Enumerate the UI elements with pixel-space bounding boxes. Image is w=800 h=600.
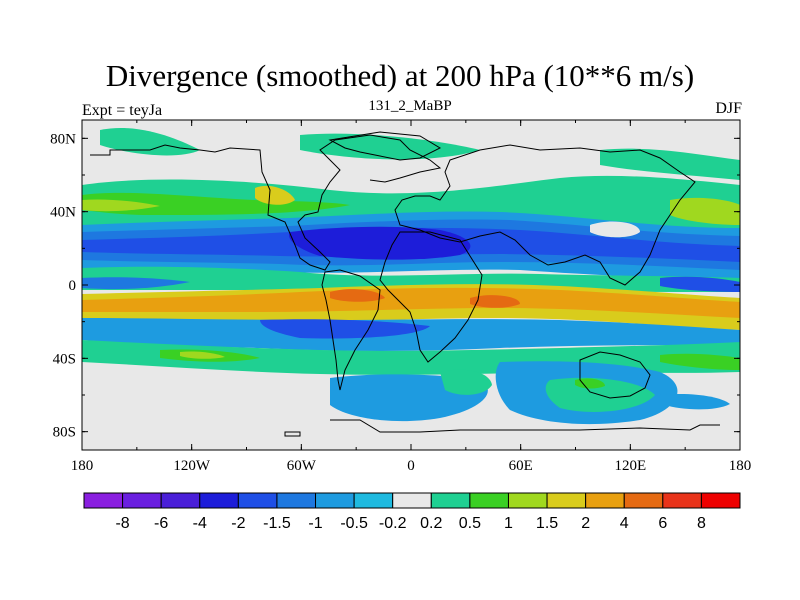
colorbar-swatch bbox=[469, 492, 509, 509]
contour-nh-mid-yellow-west bbox=[255, 185, 295, 205]
axis-labels: 180 120W 60W 0 60E 120E 180 80N 40N 0 40S 80S bbox=[50, 131, 751, 474]
colorbar-label: 8 bbox=[697, 515, 706, 532]
y-tick-label: 80S bbox=[53, 425, 76, 441]
contour-nh-mid-lime bbox=[82, 199, 160, 212]
colorbar-swatch bbox=[662, 492, 702, 509]
colorbar-label: -1.5 bbox=[263, 515, 291, 532]
colorbar-label: -0.5 bbox=[340, 515, 368, 532]
colorbar-swatch bbox=[623, 492, 664, 509]
contour-eq-green bbox=[82, 266, 740, 292]
y-tick-label: 0 bbox=[69, 278, 77, 294]
outline-greenland bbox=[328, 131, 442, 161]
colorbar-label: 4 bbox=[620, 515, 629, 532]
chart-title: Divergence (smoothed) at 200 hPa (10**6 … bbox=[105, 58, 695, 93]
colorbar-swatch bbox=[507, 492, 548, 509]
outline-antarctica bbox=[284, 419, 720, 437]
colorbar-label: -8 bbox=[115, 515, 129, 532]
colorbar-label: -4 bbox=[193, 515, 207, 532]
contour-sh-red-spot1 bbox=[330, 289, 385, 302]
y-tick-label: 80N bbox=[50, 131, 76, 147]
colorbar-swatch bbox=[353, 492, 394, 509]
outline-africa bbox=[379, 231, 483, 363]
contour-nh-white-patch bbox=[590, 221, 640, 238]
x-tick-label: 180 bbox=[729, 458, 752, 474]
colorbar-swatch bbox=[315, 492, 355, 509]
colorbar-swatch bbox=[237, 492, 278, 509]
colorbar-swatch bbox=[430, 492, 471, 509]
x-tick-label: 60E bbox=[509, 458, 533, 474]
outline-south-america bbox=[321, 269, 381, 391]
continent-outlines bbox=[90, 131, 720, 437]
case-label: 131_2_MaBP bbox=[368, 98, 452, 114]
contour-sh-red-spot2 bbox=[470, 295, 520, 308]
x-tick-label: 60W bbox=[287, 458, 317, 474]
contour-sh-darker-blue bbox=[260, 319, 430, 339]
outline-eurasia bbox=[394, 144, 696, 286]
colorbar-swatch bbox=[392, 492, 432, 509]
y-tick-label: 40N bbox=[50, 205, 76, 221]
colorbar: -8 -6 -4 -2 -1.5 -1 -0.5 -0.2 0.2 0.5 1 1.5 2 4 6 8 bbox=[83, 492, 741, 532]
contour-eq-blue-bits bbox=[82, 277, 190, 290]
colorbar-swatch bbox=[546, 492, 587, 509]
contour-sh-blue-band bbox=[82, 318, 740, 351]
colorbar-swatch bbox=[276, 492, 317, 509]
season-label: DJF bbox=[715, 100, 742, 117]
colorbar-label: 1.5 bbox=[536, 515, 558, 532]
axis-ticks bbox=[81, 120, 741, 450]
colorbar-label: 0.5 bbox=[459, 515, 481, 532]
contour-sh-green-east bbox=[660, 353, 740, 370]
outline-australia bbox=[579, 351, 651, 399]
contour-eq-blue-east bbox=[660, 276, 740, 292]
contour-sh-high-lime bbox=[575, 378, 605, 389]
contour-nh-high-green3 bbox=[600, 148, 740, 180]
x-tick-label: 120E bbox=[614, 458, 646, 474]
contour-nh-mid-east-lime bbox=[670, 197, 740, 225]
x-tick-label: 0 bbox=[407, 458, 415, 474]
contour-nh-high-green bbox=[100, 128, 200, 156]
contour-sh-high-green bbox=[440, 369, 492, 395]
experiment-label: Expt = teyJa bbox=[82, 102, 163, 119]
outline-north-america bbox=[90, 134, 442, 271]
colorbar-swatch bbox=[160, 492, 201, 509]
colorbar-label: -1 bbox=[308, 515, 322, 532]
contour-sh-small-blue bbox=[660, 394, 730, 410]
contour-nh-high-green2 bbox=[300, 133, 480, 160]
colorbar-label: 1 bbox=[504, 515, 513, 532]
contour-field bbox=[82, 128, 740, 425]
x-tick-label: 120W bbox=[173, 458, 211, 474]
y-tick-label: 40S bbox=[53, 351, 76, 367]
contour-nh-mid-yellowgreen bbox=[82, 192, 350, 215]
contour-sh-orange-band bbox=[82, 287, 740, 318]
colorbar-label: -0.2 bbox=[379, 515, 407, 532]
colorbar-swatch bbox=[83, 492, 124, 509]
contour-sh-lime bbox=[180, 351, 225, 359]
contour-nh-deep-blue bbox=[289, 226, 471, 260]
colorbar-swatch bbox=[585, 492, 625, 509]
colorbar-swatch bbox=[122, 492, 162, 509]
colorbar-swatch bbox=[199, 492, 239, 509]
x-tick-label: 180 bbox=[71, 458, 94, 474]
colorbar-label: 2 bbox=[581, 515, 590, 532]
colorbar-label: -2 bbox=[231, 515, 245, 532]
colorbar-label: -6 bbox=[154, 515, 168, 532]
colorbar-label: 0.2 bbox=[420, 515, 442, 532]
colorbar-swatch bbox=[700, 492, 741, 509]
colorbar-label: 6 bbox=[658, 515, 667, 532]
